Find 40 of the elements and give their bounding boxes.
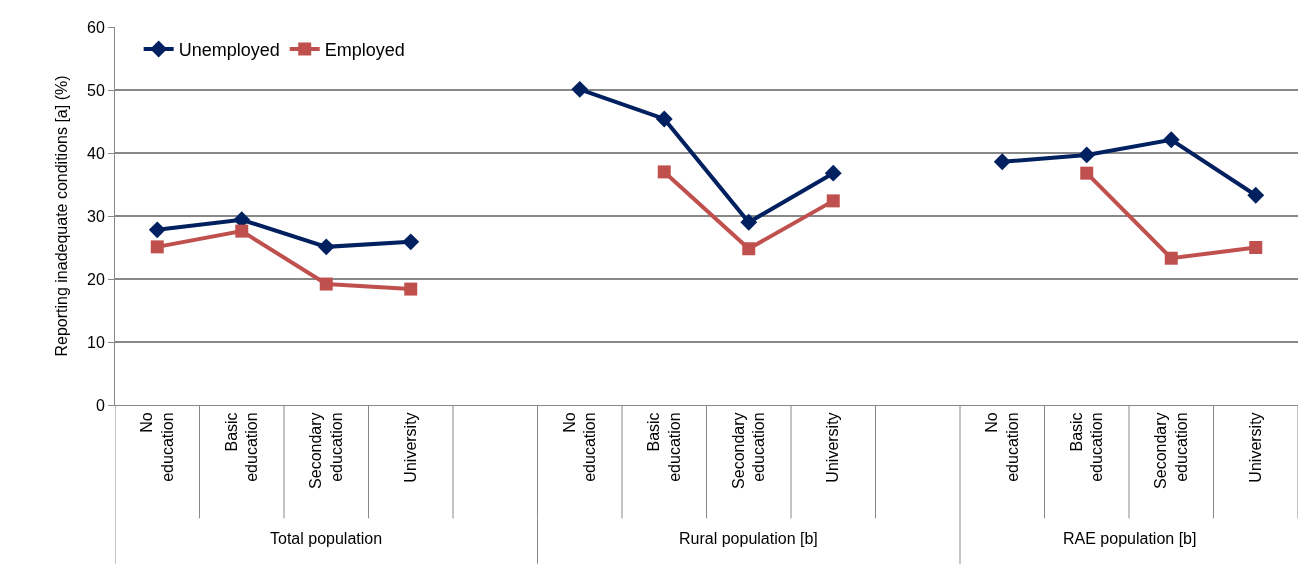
x-tick-label: No education bbox=[560, 412, 599, 482]
point bbox=[148, 221, 166, 239]
text: Rural population [b] bbox=[679, 530, 818, 547]
point bbox=[824, 164, 842, 182]
y-tick-label: 30 bbox=[87, 207, 105, 225]
point bbox=[1080, 166, 1094, 180]
y-tick-label: 0 bbox=[95, 396, 105, 414]
legend-label: Employed bbox=[324, 40, 405, 60]
x-tick-label: University bbox=[1246, 412, 1264, 483]
point bbox=[993, 153, 1011, 171]
point bbox=[740, 213, 758, 231]
point bbox=[319, 277, 333, 291]
point bbox=[826, 194, 840, 208]
text: RAE population [b] bbox=[1063, 530, 1197, 547]
point bbox=[1249, 241, 1263, 254]
point bbox=[404, 282, 418, 296]
y-tick-label: 50 bbox=[87, 81, 105, 99]
x-tick-label: No education bbox=[983, 412, 1021, 482]
text: Total population bbox=[270, 530, 383, 547]
y-tick-label: 40 bbox=[87, 144, 105, 162]
point bbox=[1078, 146, 1096, 164]
x-tick-label: University bbox=[401, 412, 419, 483]
legend-label: Unemployed bbox=[178, 40, 280, 60]
x-tick-label: No education bbox=[138, 412, 176, 482]
point bbox=[1164, 251, 1178, 265]
point bbox=[150, 240, 164, 254]
point bbox=[571, 80, 589, 98]
x-tick-label: University bbox=[824, 412, 842, 483]
point bbox=[317, 238, 335, 256]
y-tick-label: 60 bbox=[87, 18, 105, 36]
point bbox=[655, 110, 673, 128]
point bbox=[235, 224, 249, 238]
y-tick-label: 10 bbox=[87, 333, 105, 351]
point bbox=[742, 242, 756, 256]
point bbox=[1162, 131, 1180, 149]
point bbox=[402, 233, 420, 251]
y-axis-title: Reporting inadequate conditions [a] (%) bbox=[52, 75, 70, 357]
point bbox=[657, 165, 671, 179]
y-tick-label: 20 bbox=[87, 270, 105, 288]
point bbox=[1247, 186, 1265, 204]
